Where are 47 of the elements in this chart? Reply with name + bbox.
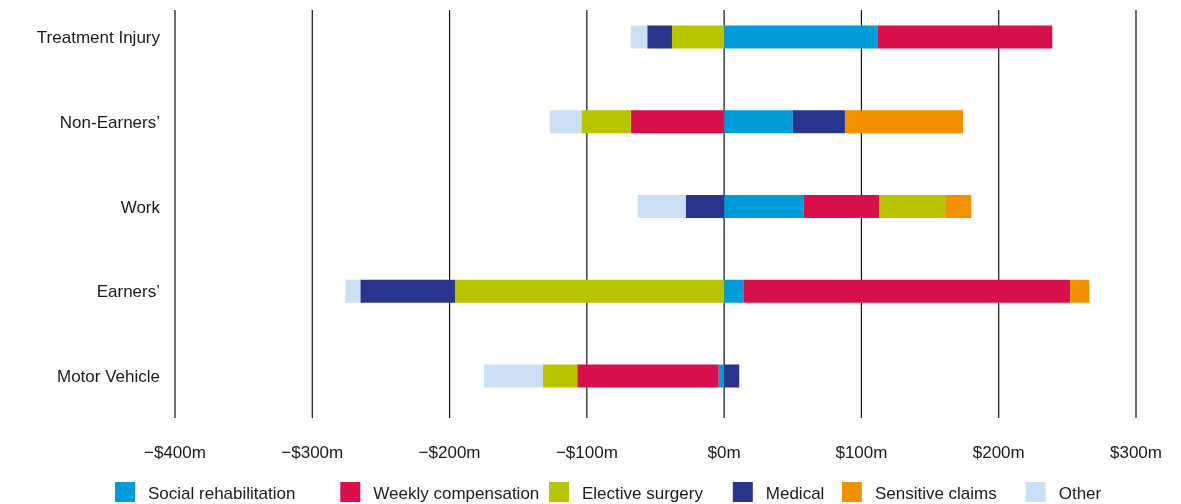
legend-label: Elective surgery (582, 484, 704, 503)
bar (577, 364, 719, 388)
bar (724, 110, 793, 134)
bar (718, 364, 725, 388)
bar (724, 279, 744, 303)
bar (630, 110, 725, 134)
x-tick-label: $300m (1110, 443, 1162, 462)
legend-label: Weekly compensation (373, 484, 540, 503)
x-tick-label: −$300m (281, 443, 344, 462)
legend-label: Social rehabilitation (148, 484, 296, 503)
bar (1070, 279, 1090, 303)
y-tick-label: Treatment Injury (36, 28, 161, 47)
bar (581, 110, 631, 134)
x-tick-label: −$200m (418, 443, 481, 462)
bar (743, 279, 1071, 303)
bar (879, 195, 946, 218)
y-tick-label: Earners’ (96, 282, 160, 302)
bar (360, 279, 456, 303)
bar (945, 195, 972, 218)
x-tick-label: $200m (972, 443, 1025, 462)
bar (724, 195, 804, 218)
x-tick-label: $0m (707, 443, 741, 462)
x-tick-label: $100m (835, 443, 888, 462)
bar (877, 25, 1053, 49)
bar (483, 364, 543, 388)
bar (724, 25, 878, 49)
bar (549, 110, 582, 134)
bar (455, 279, 725, 303)
bar (630, 25, 648, 49)
bar (844, 110, 964, 134)
bar (792, 110, 845, 134)
bar (345, 279, 361, 303)
bar (803, 195, 880, 218)
bar (542, 364, 578, 388)
bar (637, 195, 686, 218)
legend-label: Medical (765, 484, 825, 503)
x-tick-label: −$100m (555, 443, 618, 462)
legend-label: Other (1058, 484, 1102, 503)
y-tick-label: Work (120, 197, 161, 217)
bar (724, 364, 740, 388)
bar (647, 25, 672, 49)
y-tick-label: Motor Vehicle (57, 367, 160, 386)
legend-label: Sensitive claims (874, 484, 997, 503)
bar (671, 25, 725, 49)
y-tick-label: Non-Earners’ (59, 112, 160, 132)
bar (685, 195, 725, 218)
x-tick-label: −$400m (144, 443, 206, 462)
